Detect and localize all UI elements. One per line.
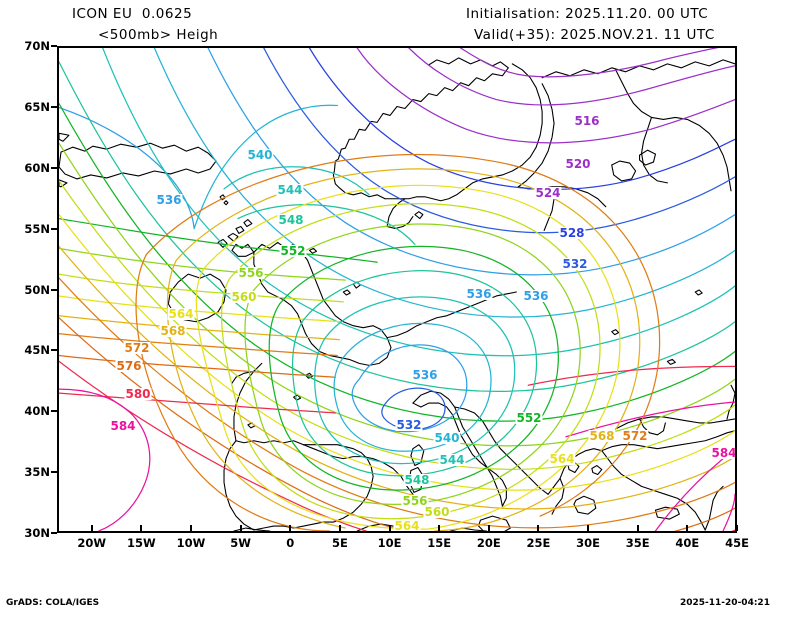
x-axis-tick-label: 35E (625, 536, 650, 550)
y-axis-tickmark (51, 45, 57, 47)
x-axis-tick-label: 15E (427, 536, 452, 550)
x-axis-tickmark (587, 525, 590, 531)
contour-label: 572 (123, 341, 151, 355)
y-axis-tickmark (51, 471, 57, 474)
x-axis-tick-label: 30E (576, 536, 601, 550)
x-axis-tick-label: 5W (230, 536, 251, 550)
contour-label: 528 (558, 226, 586, 240)
contour-label: 536 (155, 193, 183, 207)
x-axis-tick-label: 20W (77, 536, 107, 550)
contour-label: 532 (395, 418, 423, 432)
contour-label: 564 (548, 452, 576, 466)
x-axis-tick-label: 5E (331, 536, 348, 550)
contour-label: 540 (433, 431, 461, 445)
plot-inner-clip: 532 536 536 536 536 540 540 544 544 548 548 552 552 5… (59, 48, 735, 531)
contour-line-layer (59, 48, 735, 531)
x-axis-tickmark (537, 525, 540, 531)
y-axis-tickmark (51, 410, 57, 413)
y-axis-tickmark (51, 105, 57, 108)
contour-label: 552 (515, 411, 543, 425)
x-axis-tickmark (636, 525, 639, 531)
coastline-layer (59, 57, 735, 531)
x-axis-tickmark (686, 525, 689, 531)
x-axis-tickmark (289, 525, 292, 531)
y-axis-tickmark (51, 349, 57, 352)
contour-label: 552 (279, 244, 307, 258)
x-axis-tick-label: 10W (176, 536, 206, 550)
x-axis-tick-label: 40E (675, 536, 700, 550)
contour-label: 548 (277, 213, 305, 227)
contour-label: 536 (522, 289, 550, 303)
contour-label: 516 (573, 114, 601, 128)
contour-label: 520 (564, 157, 592, 171)
x-axis-tickmark (388, 525, 391, 531)
contour-label: 576 (115, 359, 143, 373)
contour-label: 560 (230, 290, 258, 304)
header-level-label: <500mb> Heigh (98, 27, 219, 43)
y-axis-tick-label: 70N (24, 39, 50, 53)
contour-label: 544 (438, 453, 466, 467)
x-axis-tick-label: 45E (725, 536, 749, 550)
contour-label: 532 (561, 257, 589, 271)
contour-label: 544 (276, 183, 304, 197)
contour-label: 564 (167, 307, 195, 321)
y-axis-tick-label: 40N (24, 404, 50, 419)
contour-label: 568 (159, 324, 187, 338)
header-valid-time: Valid(+35): 2025.NOV.21. 11 UTC (474, 27, 715, 43)
y-axis-tick-label: 45N (24, 343, 50, 358)
contour-label: 536 (411, 368, 439, 382)
y-axis-tickmark (51, 288, 57, 291)
contour-label: 580 (124, 387, 152, 401)
y-axis-tickmark (51, 227, 57, 230)
x-axis-tickmark (190, 525, 192, 531)
x-axis-tickmark (140, 525, 143, 531)
contour-label: 584 (710, 447, 735, 459)
x-axis-tickmark (438, 525, 441, 531)
x-axis-tick-label: 0 (286, 536, 295, 550)
x-axis-tickmark (736, 525, 738, 531)
contour-label: 548 (403, 473, 431, 487)
contour-label: 584 (109, 419, 137, 433)
contour-label: 556 (401, 494, 429, 508)
y-axis-tick-label: 65N (24, 99, 50, 114)
x-axis-tick-label: 25E (526, 536, 551, 550)
header-initialisation: Initialisation: 2025.11.20. 00 UTC (466, 6, 709, 22)
x-axis-tick-label: 20E (476, 536, 501, 550)
contour-label: 536 (465, 287, 493, 301)
contour-label: 560 (423, 505, 451, 519)
footer-timestamp: 2025-11-20-04:21 (680, 598, 770, 608)
contour-label: 572 (621, 429, 649, 443)
contour-label: 540 (246, 148, 274, 162)
x-axis-tick-label: 10E (377, 536, 402, 550)
contour-label: 556 (237, 266, 265, 280)
x-axis-tickmark (338, 525, 341, 531)
contour-label: 568 (588, 429, 616, 443)
contour-label: 564 (393, 519, 421, 531)
y-axis-tick-label: 50N (24, 282, 50, 297)
header-model-name: ICON EU 0.0625 (72, 6, 193, 22)
x-axis-tickmark (239, 525, 242, 531)
x-axis-tickmark (487, 525, 490, 531)
y-axis-tickmark (51, 166, 57, 169)
y-axis-tick-label: 30N (24, 526, 50, 540)
y-axis-tickmark (51, 532, 57, 534)
y-axis-tick-label: 35N (24, 465, 50, 480)
y-axis-tick-label: 60N (24, 160, 50, 175)
contour-map-plot-area: 532 536 536 536 536 540 540 544 544 548 548 552 552 5… (57, 46, 737, 533)
contour-label: 524 (534, 186, 562, 200)
footer-attribution: GrADS: COLA/IGES (6, 598, 100, 608)
x-axis-tickmark (90, 525, 93, 531)
x-axis-tick-label: 15W (127, 536, 156, 550)
y-axis-tick-label: 55N (24, 221, 50, 236)
